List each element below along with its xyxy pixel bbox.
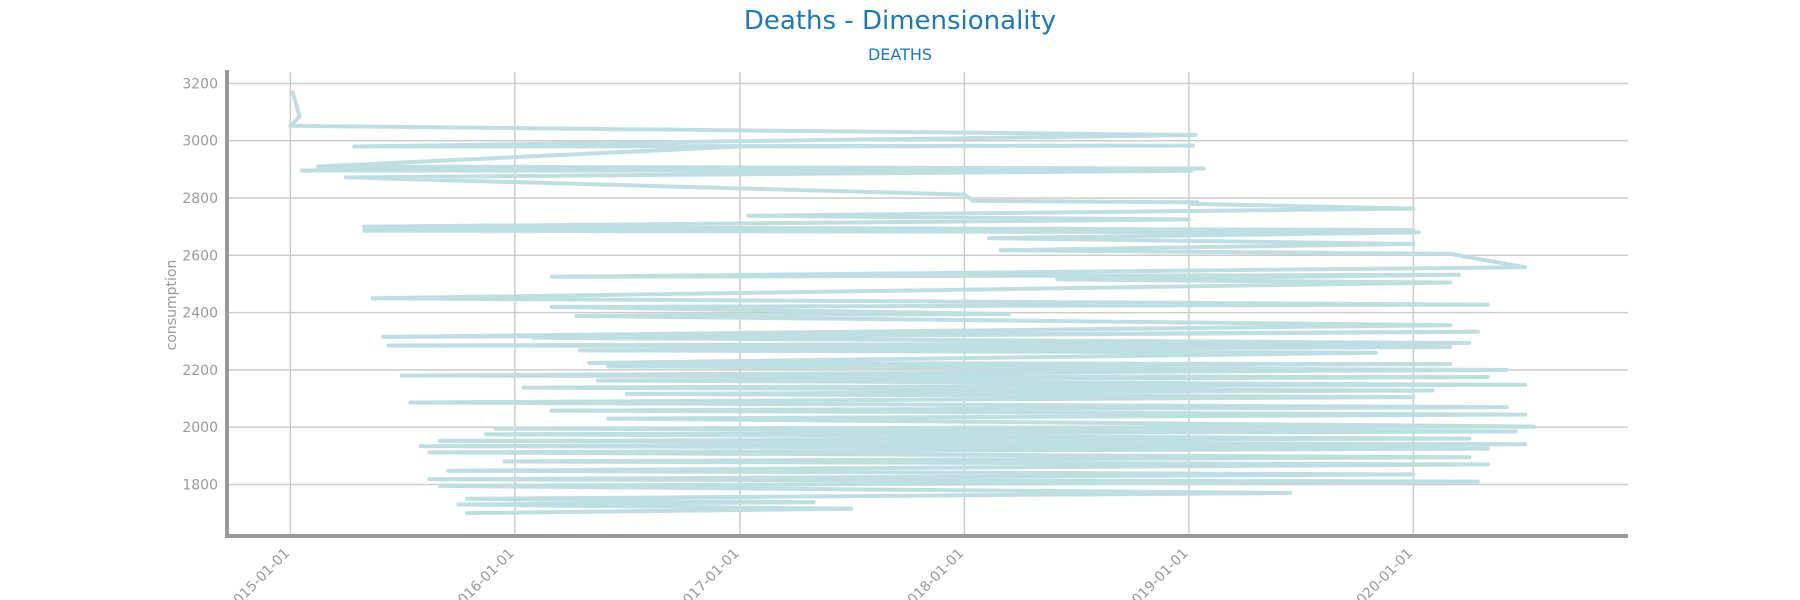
x-tick-label: 2018-01-01 bbox=[898, 546, 967, 600]
chart-subtitle: DEATHS bbox=[867, 45, 933, 64]
y-tick-label: 1800 bbox=[182, 477, 218, 493]
y-tick-label: 2800 bbox=[182, 191, 218, 207]
axes bbox=[225, 70, 1628, 538]
y-tick-label: 3000 bbox=[182, 134, 218, 150]
x-tick-label: 2015-01-01 bbox=[224, 546, 293, 600]
x-tick-label: 2017-01-01 bbox=[674, 546, 743, 600]
y-axis-label: consumption bbox=[164, 260, 180, 351]
y-tick-label: 2400 bbox=[182, 306, 218, 322]
x-tick-label: 2016-01-01 bbox=[449, 546, 518, 600]
series-line-1 bbox=[288, 90, 1536, 516]
x-tick-label: 2020-01-01 bbox=[1347, 546, 1416, 600]
x-tick-label: 2019-01-01 bbox=[1123, 546, 1192, 600]
y-tick-label: 2600 bbox=[182, 248, 218, 264]
y-tick-label: 2200 bbox=[182, 363, 218, 379]
y-tick-label: 3200 bbox=[182, 76, 218, 92]
chart-title: Deaths - Dimensionality bbox=[743, 6, 1057, 36]
series-layer bbox=[288, 90, 1536, 516]
y-tick-label: 2000 bbox=[182, 420, 218, 436]
